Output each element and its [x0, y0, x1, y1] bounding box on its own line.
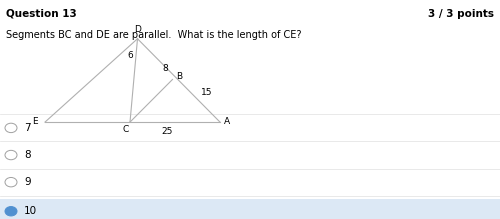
Text: 6: 6	[128, 51, 134, 60]
Text: 3 / 3 points: 3 / 3 points	[428, 9, 494, 19]
Text: 7: 7	[24, 123, 30, 133]
Text: 10: 10	[24, 206, 37, 216]
Text: Segments BC and DE are parallel.  What is the length of CE?: Segments BC and DE are parallel. What is…	[6, 30, 302, 40]
Ellipse shape	[5, 123, 17, 133]
FancyBboxPatch shape	[0, 199, 500, 219]
Text: Question 13: Question 13	[6, 9, 77, 19]
Text: 25: 25	[162, 127, 173, 136]
Text: A: A	[224, 117, 230, 126]
Text: B: B	[176, 72, 182, 81]
Text: 8: 8	[24, 150, 30, 160]
Text: C: C	[123, 125, 129, 134]
Ellipse shape	[5, 150, 17, 160]
Ellipse shape	[5, 177, 17, 187]
Text: E: E	[32, 117, 38, 126]
Text: D: D	[134, 25, 141, 34]
Text: 8: 8	[162, 64, 168, 73]
Ellipse shape	[5, 207, 17, 216]
Text: 9: 9	[24, 177, 30, 187]
Text: 15: 15	[201, 88, 212, 97]
